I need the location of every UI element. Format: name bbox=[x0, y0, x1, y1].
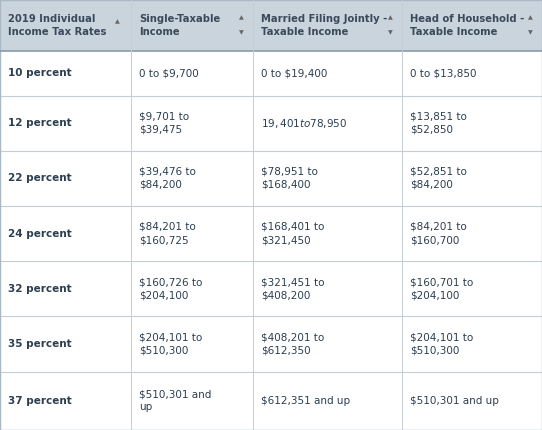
Text: $408,201 to
$612,350: $408,201 to $612,350 bbox=[261, 332, 324, 356]
Text: 37 percent: 37 percent bbox=[8, 396, 72, 406]
Bar bbox=[131, 0, 253, 51]
Text: 0 to $9,700: 0 to $9,700 bbox=[139, 68, 199, 78]
Text: $612,351 and up: $612,351 and up bbox=[261, 396, 350, 406]
Bar bbox=[131, 372, 253, 430]
Text: $52,851 to
$84,200: $52,851 to $84,200 bbox=[410, 167, 467, 190]
Text: ▲: ▲ bbox=[114, 19, 119, 24]
Bar bbox=[402, 0, 542, 51]
Text: ▲: ▲ bbox=[238, 15, 243, 20]
Bar bbox=[131, 261, 253, 316]
Text: $510,301 and
up: $510,301 and up bbox=[139, 389, 211, 412]
Text: ▼: ▼ bbox=[238, 31, 243, 36]
Bar bbox=[0, 95, 131, 151]
Bar bbox=[253, 372, 402, 430]
Text: $160,726 to
$204,100: $160,726 to $204,100 bbox=[139, 277, 202, 301]
Bar bbox=[131, 206, 253, 261]
Bar bbox=[253, 95, 402, 151]
Text: $9,701 to
$39,475: $9,701 to $39,475 bbox=[139, 111, 189, 135]
Bar bbox=[402, 151, 542, 206]
Bar bbox=[253, 51, 402, 95]
Bar bbox=[0, 316, 131, 372]
Bar bbox=[0, 372, 131, 430]
Text: $78,951 to
$168,400: $78,951 to $168,400 bbox=[261, 167, 318, 190]
Bar bbox=[0, 261, 131, 316]
Bar bbox=[253, 151, 402, 206]
Text: $510,301 and up: $510,301 and up bbox=[410, 396, 499, 406]
Text: 10 percent: 10 percent bbox=[8, 68, 72, 78]
Text: $84,201 to
$160,700: $84,201 to $160,700 bbox=[410, 222, 467, 245]
Text: $19,401 to $78,950: $19,401 to $78,950 bbox=[261, 117, 347, 130]
Bar bbox=[253, 206, 402, 261]
Bar bbox=[0, 51, 131, 95]
Bar bbox=[402, 261, 542, 316]
Text: $204,101 to
$510,300: $204,101 to $510,300 bbox=[410, 332, 473, 356]
Text: 0 to $13,850: 0 to $13,850 bbox=[410, 68, 476, 78]
Text: 32 percent: 32 percent bbox=[8, 284, 72, 294]
Bar bbox=[402, 95, 542, 151]
Text: 35 percent: 35 percent bbox=[8, 339, 72, 349]
Text: Married Filing Jointly -
Taxable Income: Married Filing Jointly - Taxable Income bbox=[261, 14, 387, 37]
Bar bbox=[402, 372, 542, 430]
Bar bbox=[402, 316, 542, 372]
Bar bbox=[131, 51, 253, 95]
Bar bbox=[253, 0, 402, 51]
Text: 24 percent: 24 percent bbox=[8, 229, 72, 239]
Bar bbox=[0, 151, 131, 206]
Text: 2019 Individual
Income Tax Rates: 2019 Individual Income Tax Rates bbox=[8, 14, 106, 37]
Text: ▲: ▲ bbox=[527, 15, 532, 20]
Text: Head of Household -
Taxable Income: Head of Household - Taxable Income bbox=[410, 14, 524, 37]
Text: $39,476 to
$84,200: $39,476 to $84,200 bbox=[139, 167, 196, 190]
Bar bbox=[131, 316, 253, 372]
Text: 12 percent: 12 percent bbox=[8, 118, 72, 128]
Text: ▼: ▼ bbox=[527, 31, 532, 36]
Text: 22 percent: 22 percent bbox=[8, 173, 72, 183]
Text: ▲: ▲ bbox=[388, 15, 392, 20]
Text: 0 to $19,400: 0 to $19,400 bbox=[261, 68, 327, 78]
Bar bbox=[0, 0, 131, 51]
Text: $321,451 to
$408,200: $321,451 to $408,200 bbox=[261, 277, 325, 301]
Text: $13,851 to
$52,850: $13,851 to $52,850 bbox=[410, 111, 467, 135]
Bar bbox=[0, 206, 131, 261]
Bar bbox=[131, 95, 253, 151]
Bar bbox=[253, 261, 402, 316]
Text: $160,701 to
$204,100: $160,701 to $204,100 bbox=[410, 277, 473, 301]
Text: ▼: ▼ bbox=[388, 31, 392, 36]
Bar bbox=[131, 151, 253, 206]
Bar bbox=[402, 51, 542, 95]
Text: Single-Taxable
Income: Single-Taxable Income bbox=[139, 14, 220, 37]
Text: $204,101 to
$510,300: $204,101 to $510,300 bbox=[139, 332, 202, 356]
Bar bbox=[402, 206, 542, 261]
Text: $168,401 to
$321,450: $168,401 to $321,450 bbox=[261, 222, 324, 245]
Text: $84,201 to
$160,725: $84,201 to $160,725 bbox=[139, 222, 196, 245]
Bar bbox=[253, 316, 402, 372]
